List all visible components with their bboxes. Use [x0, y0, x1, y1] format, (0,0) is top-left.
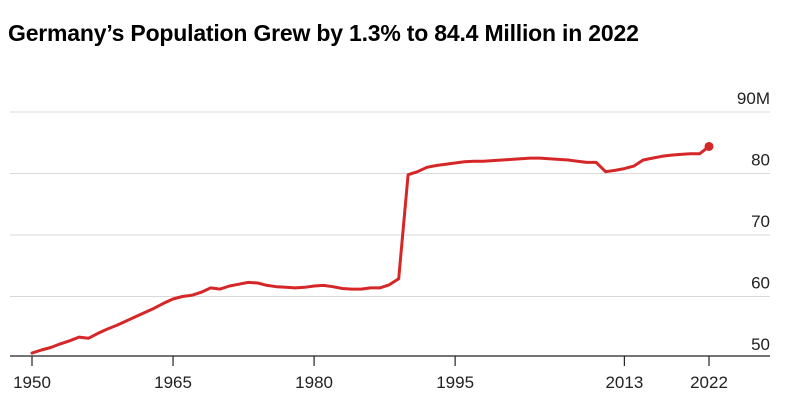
- y-tick-label-80: 80: [751, 151, 770, 170]
- y-tick-label-70: 70: [751, 212, 770, 231]
- x-tick-label-1980: 1980: [295, 373, 333, 392]
- y-tick-label-50: 50: [751, 335, 770, 354]
- x-tick-label-2022: 2022: [690, 373, 728, 392]
- y-tick-label-60: 60: [751, 274, 770, 293]
- endpoint-marker-2022: [704, 141, 714, 151]
- chart-title: Germany’s Population Grew by 1.3% to 84.…: [8, 20, 639, 46]
- x-tick-label-2013: 2013: [605, 373, 643, 392]
- x-tick-label-1995: 1995: [436, 373, 474, 392]
- y-tick-label-90: 90M: [737, 89, 770, 108]
- x-tick-label-1950: 1950: [13, 373, 51, 392]
- population-series-line: [30, 144, 711, 355]
- x-tick-label-1965: 1965: [154, 373, 192, 392]
